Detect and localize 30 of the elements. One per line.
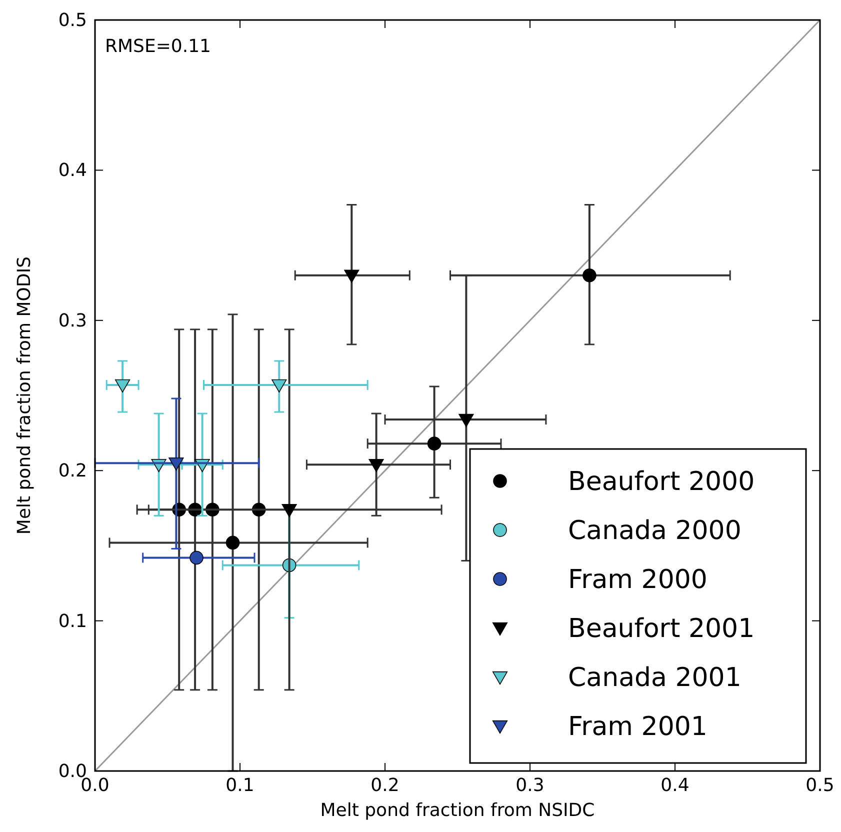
point bbox=[458, 414, 474, 428]
legend-label: Beaufort 2001 bbox=[568, 614, 755, 644]
x-axis-title: Melt pond fraction from NSIDC bbox=[320, 800, 595, 821]
x-tick-label: 0.1 bbox=[226, 775, 254, 796]
legend-label: Beaufort 2000 bbox=[568, 467, 755, 497]
point bbox=[168, 457, 184, 471]
point bbox=[427, 436, 442, 450]
x-tick-label: 0.3 bbox=[516, 775, 544, 796]
point bbox=[226, 536, 240, 550]
y-tick-label: 0.1 bbox=[58, 610, 87, 632]
legend-label: Canada 2000 bbox=[568, 516, 742, 546]
x-tick-label: 0.5 bbox=[806, 775, 834, 796]
y-axis-title: Melt pond fraction from MODIS bbox=[14, 256, 35, 535]
y-tick-label: 0.4 bbox=[58, 160, 87, 182]
point bbox=[282, 504, 297, 518]
legend-label: Canada 2001 bbox=[568, 663, 742, 693]
x-tick-label: 0.4 bbox=[660, 775, 690, 796]
legend-label: Fram 2000 bbox=[568, 565, 708, 595]
annotation: RMSE=0.11 bbox=[105, 36, 211, 57]
point bbox=[368, 458, 384, 472]
point bbox=[272, 379, 287, 393]
legend-label: Fram 2001 bbox=[568, 712, 708, 742]
point bbox=[344, 270, 360, 283]
y-tick-label: 0.3 bbox=[58, 310, 87, 332]
y-tick-label: 0.2 bbox=[58, 460, 87, 482]
point bbox=[115, 379, 130, 393]
point bbox=[190, 550, 204, 565]
y-tick-label: 0.5 bbox=[58, 10, 87, 31]
point bbox=[582, 268, 596, 282]
x-tick-label: 0.2 bbox=[370, 775, 400, 796]
